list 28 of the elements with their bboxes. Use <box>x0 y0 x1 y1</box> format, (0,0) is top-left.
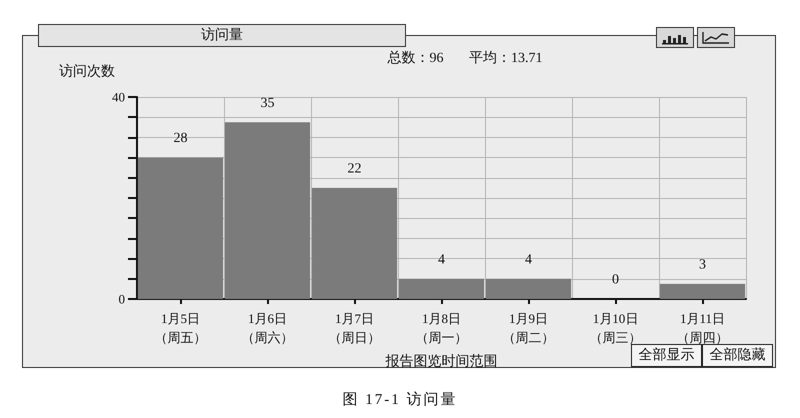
x-tick-label: 1月5日（周五） <box>154 311 206 345</box>
data-label: 4 <box>525 252 532 268</box>
y-tick-label: 40 <box>112 90 125 104</box>
data-label: 35 <box>260 96 274 111</box>
data-label: 22 <box>348 161 362 176</box>
x-axis-title: 报告图览时间范围 <box>384 354 498 370</box>
bar <box>398 278 484 299</box>
x-tick-label: 1月6日（周六） <box>242 311 294 345</box>
data-label: 28 <box>174 131 188 146</box>
data-label: 4 <box>438 252 445 268</box>
x-tick-label: 1月10日（周三） <box>590 311 642 345</box>
chart-subtitle: 总数：96 平均：13.71 <box>388 50 542 67</box>
bar <box>138 158 224 299</box>
caption: 图 17-1 访问量 <box>342 390 458 409</box>
bar <box>312 188 398 299</box>
text: 全部隐藏 <box>702 344 773 367</box>
data-label: 3 <box>699 257 706 272</box>
x-tick-label: 1月7日（周日） <box>328 311 380 345</box>
x-tick-label: 1月8日（周一） <box>416 311 468 345</box>
y-axis-title: 访问次数 <box>59 64 115 80</box>
x-tick-label: 1月11日（周四） <box>676 311 728 345</box>
bar <box>486 278 572 299</box>
bar <box>224 122 310 299</box>
x-tick-label: 1月9日（周二） <box>502 311 554 345</box>
chart-title: 访问量 <box>38 24 406 47</box>
data-label: 0 <box>612 272 619 288</box>
bar <box>660 284 746 299</box>
text: 全部显示 <box>631 344 702 367</box>
